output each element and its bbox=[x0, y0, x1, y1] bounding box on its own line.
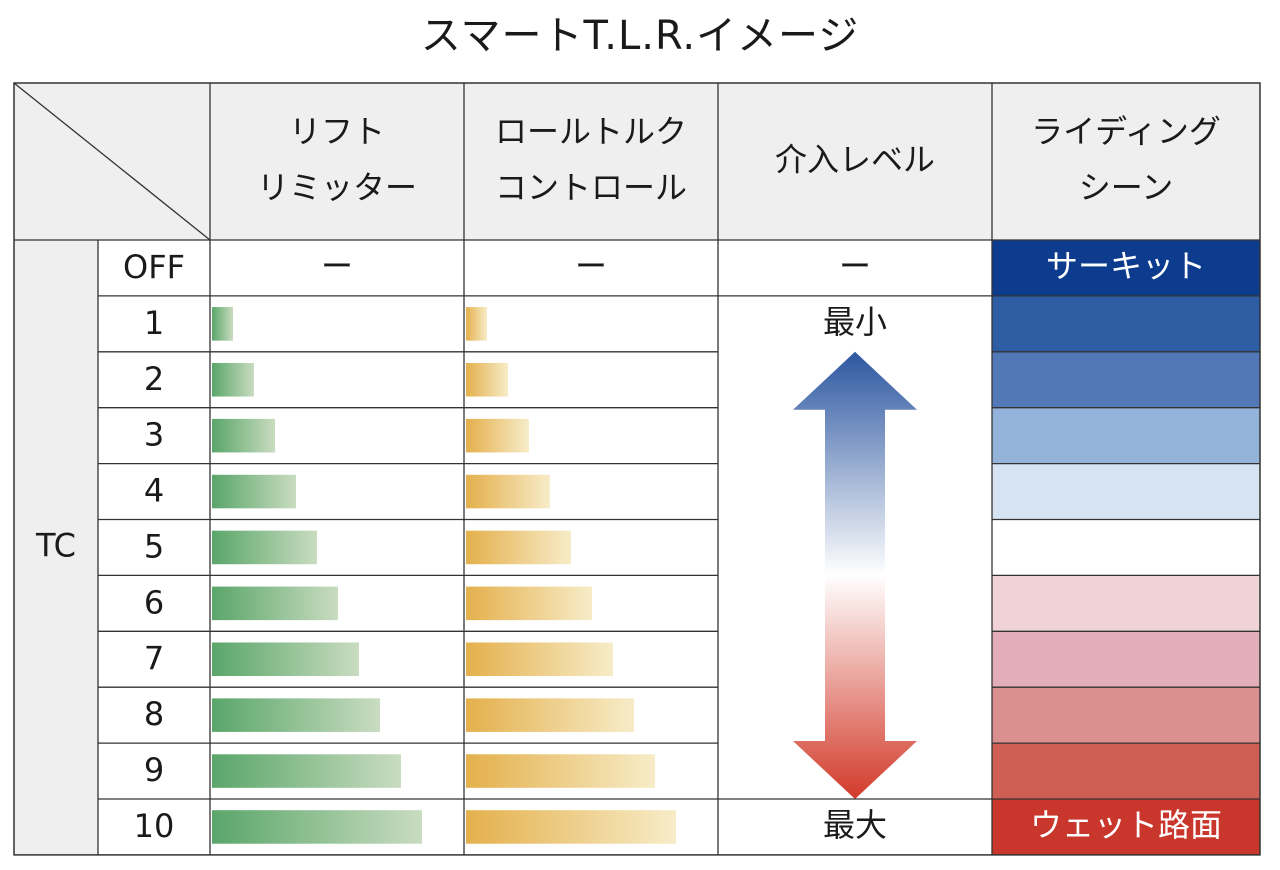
roll-torque-bar bbox=[466, 698, 634, 732]
row-label: 1 bbox=[144, 304, 164, 342]
lift-limiter-bar bbox=[212, 307, 233, 341]
intervention-arrow bbox=[793, 351, 917, 799]
column-header-scene: ライディング bbox=[1031, 113, 1221, 151]
scene-color-cell bbox=[992, 743, 1260, 799]
roll-torque-bar bbox=[466, 754, 655, 788]
off-marker: ー bbox=[575, 247, 607, 285]
scene-color-cell bbox=[992, 519, 1260, 576]
off-marker: ー bbox=[321, 247, 353, 285]
roll-torque-bar bbox=[466, 642, 613, 677]
scene-color-cell bbox=[992, 463, 1260, 520]
scene-color-cell bbox=[992, 351, 1260, 408]
scene-color-cell bbox=[992, 575, 1260, 632]
lift-limiter-bar bbox=[212, 474, 296, 509]
roll-torque-bar bbox=[466, 307, 487, 341]
row-label: 7 bbox=[144, 639, 164, 677]
column-header-lift: リフト bbox=[289, 113, 385, 151]
corner-diagonal bbox=[13, 82, 211, 241]
header-background bbox=[14, 83, 1260, 240]
lift-limiter-bar bbox=[212, 418, 275, 453]
scene-color-cell bbox=[992, 799, 1260, 855]
column-header-lift: リミッター bbox=[257, 169, 417, 207]
roll-torque-bar bbox=[466, 474, 550, 509]
intervention-min-label: 最小 bbox=[823, 303, 887, 341]
column-header-roll: ロールトルク bbox=[495, 113, 687, 151]
row-label: 5 bbox=[144, 527, 164, 565]
lift-limiter-bar bbox=[212, 586, 338, 621]
tc-group-label: TC bbox=[35, 526, 76, 564]
scene-start-label: サーキット bbox=[1046, 247, 1206, 285]
scene-color-cell bbox=[992, 687, 1260, 744]
lift-limiter-bar bbox=[212, 530, 317, 565]
row-label: 8 bbox=[144, 695, 164, 733]
lift-limiter-bar bbox=[212, 810, 422, 844]
roll-torque-bar bbox=[466, 362, 508, 397]
intervention-max-label: 最大 bbox=[823, 806, 887, 844]
row-label: 10 bbox=[134, 807, 175, 845]
scene-color-cell bbox=[992, 295, 1260, 352]
scene-color-cell bbox=[992, 631, 1260, 688]
table-border bbox=[13, 82, 1261, 856]
roll-torque-bar bbox=[466, 586, 592, 621]
roll-torque-bar bbox=[466, 418, 529, 453]
scene-end-label: ウェット路面 bbox=[1030, 806, 1222, 844]
row-label: 4 bbox=[144, 472, 164, 510]
scene-color-cell bbox=[992, 240, 1260, 296]
column-header-roll: コントロール bbox=[495, 169, 687, 207]
row-label: 2 bbox=[144, 360, 164, 398]
row-label: OFF bbox=[123, 248, 185, 286]
lift-limiter-bar bbox=[212, 362, 254, 397]
scene-color-cell bbox=[992, 407, 1260, 464]
row-label: 6 bbox=[144, 583, 164, 621]
roll-torque-bar bbox=[466, 810, 676, 844]
lift-limiter-bar bbox=[212, 698, 380, 732]
chart-title: スマートT.L.R.イメージ bbox=[420, 13, 860, 59]
lift-limiter-bar bbox=[212, 642, 359, 677]
row-label: 9 bbox=[144, 751, 164, 789]
row-label: 3 bbox=[144, 416, 164, 454]
column-header-intervention: 介入レベル bbox=[775, 141, 935, 179]
lift-limiter-bar bbox=[212, 754, 401, 788]
column-header-scene: シーン bbox=[1079, 169, 1173, 207]
tc-group-cell bbox=[14, 240, 98, 855]
off-marker: ー bbox=[839, 247, 871, 285]
roll-torque-bar bbox=[466, 530, 571, 565]
